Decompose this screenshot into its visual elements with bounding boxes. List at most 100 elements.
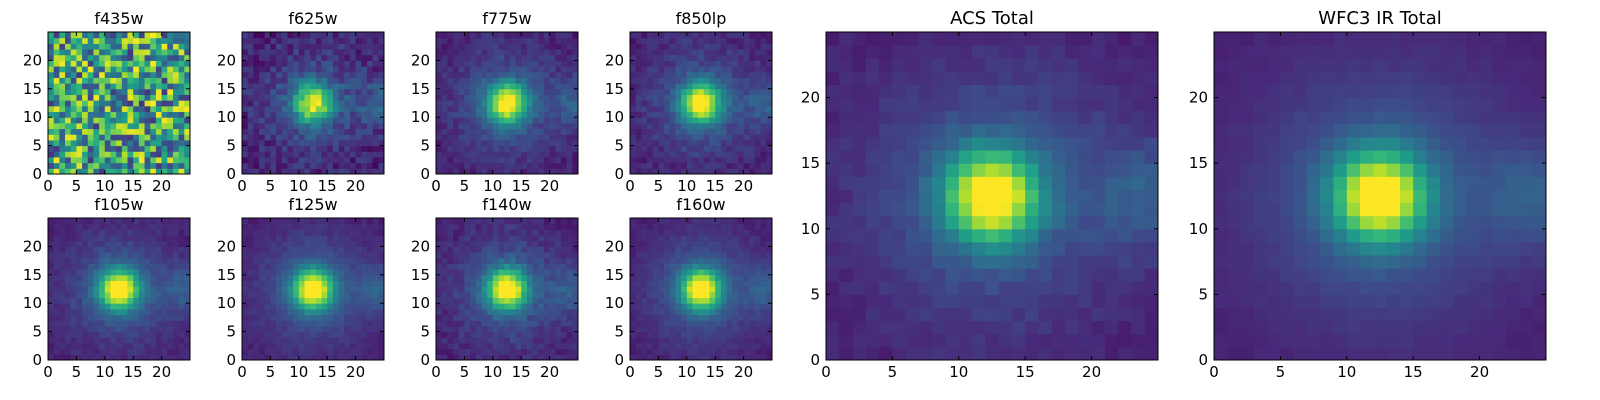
heatmap-cell [532, 257, 539, 264]
heatmap-cell [766, 37, 773, 44]
heatmap-cell [82, 83, 89, 90]
heatmap-cell [686, 54, 693, 61]
heatmap-cell [504, 100, 511, 107]
heatmap-cell [521, 60, 528, 67]
heatmap-cell [53, 308, 60, 316]
heatmap-cell [338, 303, 345, 310]
heatmap-cell [99, 128, 106, 135]
heatmap-cell [549, 269, 556, 276]
heatmap-cell [475, 37, 482, 44]
heatmap-cell [566, 240, 573, 247]
heatmap-cell [766, 128, 773, 135]
heatmap-cell [641, 105, 648, 113]
heatmap-cell [515, 337, 522, 344]
heatmap-cell [436, 342, 443, 350]
heatmap-cell [453, 252, 460, 259]
heatmap-cell [521, 117, 528, 124]
heatmap-cell [127, 274, 134, 281]
heatmap-cell [681, 128, 688, 135]
heatmap-cell [441, 297, 448, 304]
heatmap-cell [53, 274, 60, 281]
heatmap-cell [144, 308, 151, 316]
heatmap-cell [441, 348, 448, 355]
heatmap-cell [338, 348, 345, 355]
heatmap-cell [538, 88, 545, 95]
heatmap-cell [732, 168, 739, 175]
heatmap-cell [332, 280, 340, 287]
heatmap-cell [338, 71, 345, 78]
heatmap-cell [155, 348, 163, 355]
heatmap-cell [53, 291, 60, 299]
heatmap-cell [715, 291, 722, 299]
heatmap-cell [692, 151, 699, 158]
heatmap-cell [355, 297, 362, 304]
heatmap-cell [76, 325, 83, 333]
heatmap-cell [82, 223, 89, 230]
heatmap-cell [293, 134, 300, 141]
heatmap-cell [732, 83, 739, 90]
heatmap-cell [372, 105, 379, 113]
heatmap-cell [447, 88, 454, 95]
heatmap-cell [532, 274, 539, 281]
heatmap-cell [161, 37, 168, 44]
heatmap-cell [521, 342, 528, 350]
heatmap-cell [515, 162, 522, 169]
heatmap-cell [138, 156, 146, 164]
heatmap-cell [116, 105, 123, 113]
heatmap-cell [155, 128, 163, 135]
heatmap-cell [76, 111, 83, 118]
heatmap-cell [366, 66, 374, 73]
heatmap-cell [355, 223, 362, 230]
heatmap-cell [441, 240, 448, 247]
heatmap-cell [259, 134, 266, 141]
heatmap-cell [127, 54, 134, 61]
heatmap-cell [760, 297, 767, 304]
heatmap-cell [549, 43, 556, 50]
heatmap-cell [327, 122, 334, 130]
heatmap-cell [366, 139, 374, 147]
heatmap-cell [515, 88, 522, 95]
heatmap-cell [144, 105, 151, 113]
heatmap-cell [436, 229, 443, 236]
heatmap-cell [104, 60, 111, 67]
heatmap-cell [48, 94, 55, 101]
heatmap-cell [150, 32, 157, 39]
heatmap-cell [703, 43, 711, 50]
heatmap-cell [366, 43, 374, 50]
heatmap-cell [436, 314, 443, 321]
heatmap-cell [720, 139, 728, 147]
heatmap-cell [338, 128, 345, 135]
heatmap-cell [253, 286, 260, 293]
heatmap-cell [361, 66, 368, 73]
heatmap-cell [332, 139, 340, 147]
heatmap-cell [675, 348, 682, 355]
heatmap-cell [366, 240, 374, 247]
heatmap-cell [664, 314, 671, 321]
heatmap-cell [110, 223, 117, 230]
heatmap-cell [110, 71, 117, 78]
heatmap-cell [515, 156, 522, 164]
heatmap-cell [87, 100, 94, 107]
heatmap-cell [82, 168, 89, 175]
heatmap-cell [504, 274, 511, 281]
heatmap-cell [760, 60, 767, 67]
heatmap-cell [70, 88, 77, 95]
heatmap-cell [349, 331, 357, 338]
heatmap-cell [521, 128, 528, 135]
heatmap-cell [116, 286, 123, 293]
heatmap-cell [281, 331, 288, 338]
heatmap-cell [321, 151, 328, 158]
heatmap-cell [253, 88, 260, 95]
heatmap-cell [53, 263, 60, 270]
heatmap-cell [87, 314, 94, 321]
heatmap-cell [566, 49, 573, 56]
heatmap-cell [349, 134, 357, 141]
x-tick-label: 0 [431, 363, 441, 381]
heatmap-cell [178, 94, 185, 101]
heatmap-cell [555, 77, 562, 84]
heatmap-cell [259, 151, 266, 158]
heatmap-cell [155, 229, 163, 236]
heatmap-cell [287, 111, 294, 118]
heatmap-cell [270, 145, 277, 152]
